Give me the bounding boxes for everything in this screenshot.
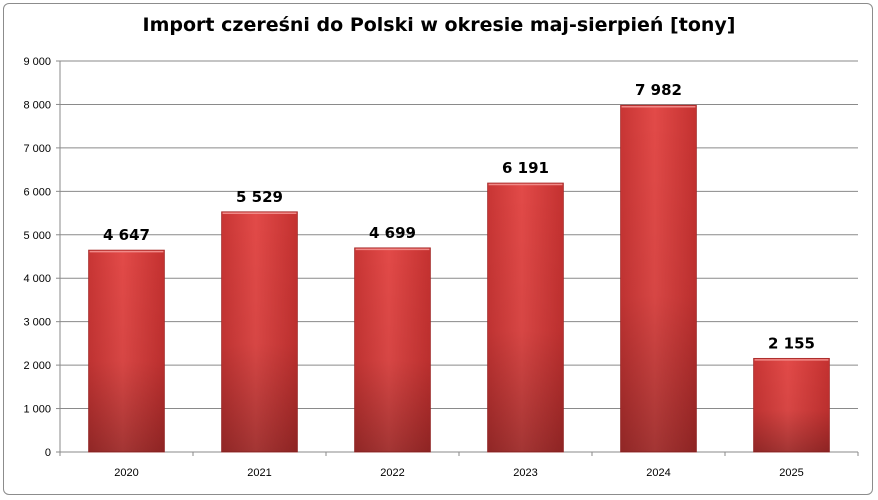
- bars: [88, 104, 830, 453]
- y-tick-label: 0: [45, 447, 51, 459]
- x-tick-label: 2020: [114, 467, 138, 479]
- bar-shade: [753, 358, 830, 452]
- data-label: 4 647: [103, 226, 150, 244]
- y-tick-label: 9 000: [23, 56, 51, 68]
- y-tick-label: 6 000: [23, 186, 51, 198]
- gridlines: [60, 60, 858, 410]
- data-label: 2 155: [768, 334, 815, 352]
- axes: 0 1 000 2 000 3 000 4 000 5 000 6 000 7 000 8 00…: [23, 56, 859, 459]
- data-label: 5 529: [236, 188, 283, 206]
- y-tick-label: 2 000: [23, 360, 51, 372]
- x-tick-label: 2022: [380, 467, 404, 479]
- x-tick-label: 2025: [779, 467, 803, 479]
- labels: 4 647 2020 5 529 2021 4 699 2022 6 191 2023 7 98…: [103, 81, 815, 479]
- data-label: 7 982: [635, 81, 682, 99]
- y-tick-label: 4 000: [23, 273, 51, 285]
- data-label: 4 699: [369, 224, 416, 242]
- x-tick-label: 2023: [513, 467, 537, 479]
- y-tick-label: 8 000: [23, 99, 51, 111]
- bar-shade: [221, 211, 298, 452]
- x-tick-label: 2021: [247, 467, 271, 479]
- bar-shade: [487, 183, 564, 452]
- chart-title: Import czereśni do Polski w okresie maj-…: [142, 14, 736, 36]
- data-label: 6 191: [502, 159, 549, 177]
- y-tick-label: 1 000: [23, 404, 51, 416]
- bar-shade: [88, 250, 165, 452]
- bar-shade: [620, 105, 697, 453]
- x-tick-label: 2024: [646, 467, 670, 479]
- y-tick-label: 3 000: [23, 317, 51, 329]
- y-tick-label: 5 000: [23, 230, 51, 242]
- y-tick-label: 7 000: [23, 143, 51, 155]
- bar-shade: [354, 247, 431, 452]
